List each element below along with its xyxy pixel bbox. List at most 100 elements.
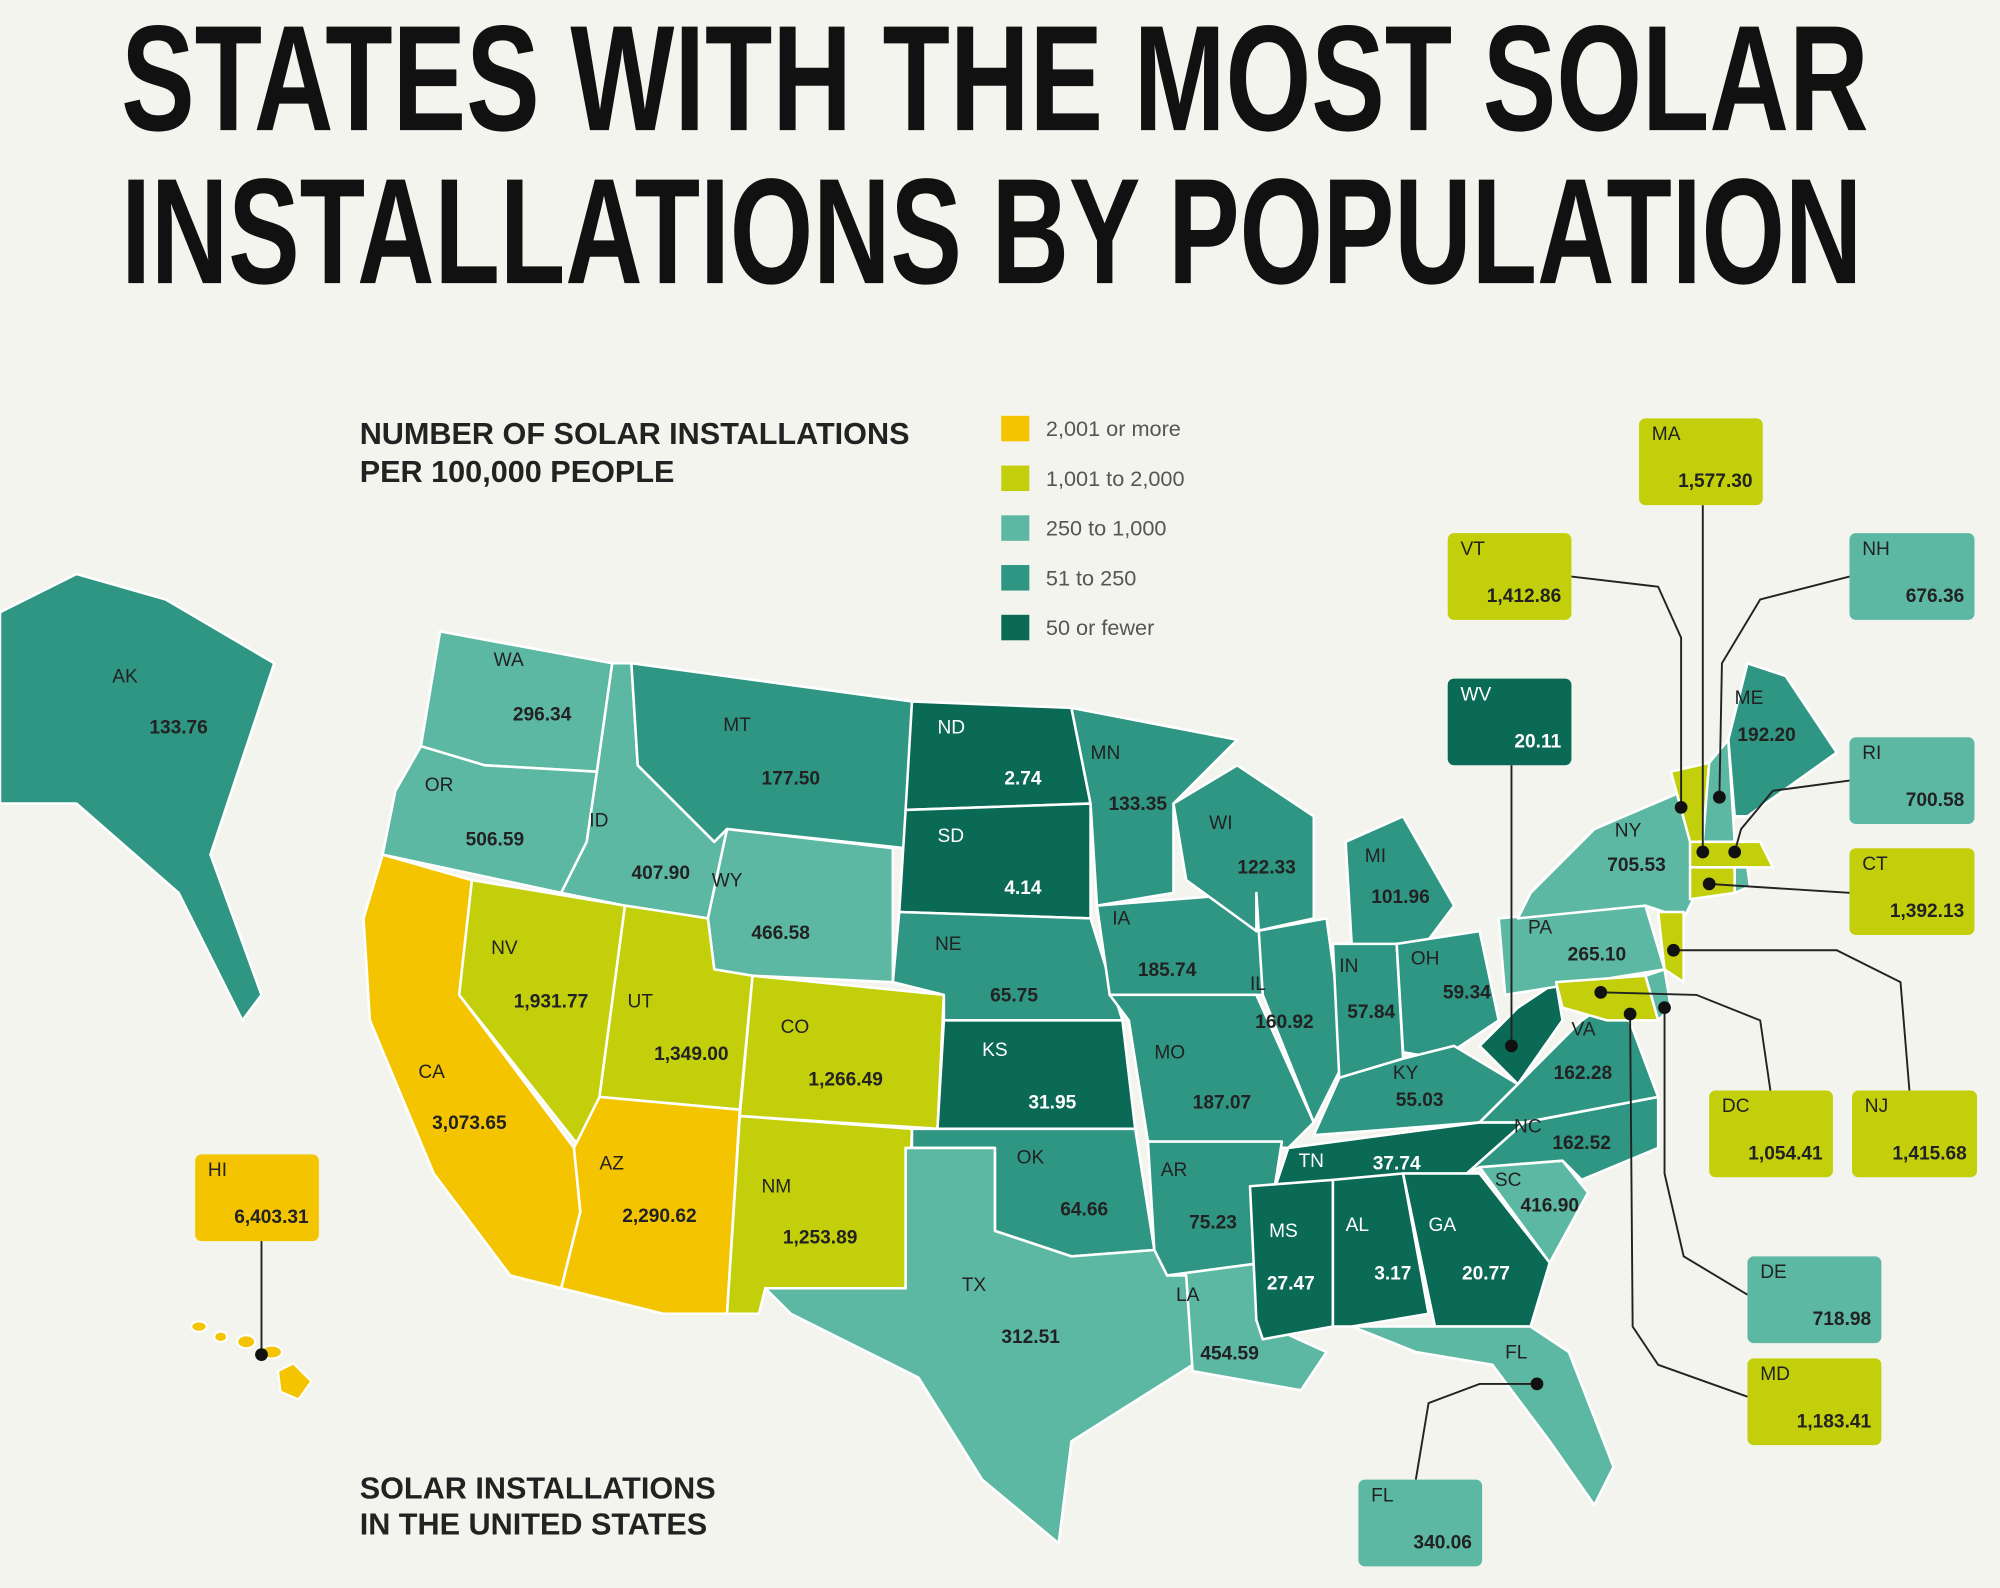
state-value: 466.58	[751, 923, 810, 944]
state-abbr: MN	[1091, 743, 1121, 764]
callout-abbr: CT	[1862, 854, 1888, 875]
state-value: 2.74	[1004, 768, 1042, 789]
state	[0, 572, 276, 1022]
state-abbr: ND	[938, 717, 966, 738]
state-value: 162.28	[1554, 1063, 1613, 1084]
state-value: 1,349.00	[654, 1044, 728, 1065]
state	[1727, 661, 1839, 818]
state-abbr: IN	[1339, 956, 1358, 977]
state-abbr: GA	[1429, 1215, 1457, 1236]
leader-line	[1709, 882, 1850, 894]
legend-swatch	[1001, 565, 1030, 591]
legend-label: 2,001 or more	[1046, 416, 1181, 441]
leader-dot	[1728, 845, 1742, 859]
state-value: 312.51	[1001, 1327, 1060, 1348]
state-value: 133.35	[1109, 794, 1168, 815]
state-value: 57.84	[1347, 1002, 1395, 1023]
title-line: INSTALLATIONS BY POPULATION	[121, 147, 1862, 315]
callout-value: 6,403.31	[234, 1207, 309, 1228]
callout-abbr: NJ	[1865, 1096, 1888, 1117]
callout-abbr: DE	[1760, 1262, 1787, 1283]
leader-line	[1663, 1007, 1748, 1296]
state	[1395, 929, 1500, 1060]
state-value: 20.77	[1462, 1263, 1510, 1284]
state	[897, 802, 1092, 920]
state	[1331, 1172, 1430, 1328]
state-abbr: IA	[1112, 909, 1130, 930]
state-abbr: WA	[494, 650, 524, 671]
state	[190, 1320, 313, 1401]
state-value: 133.76	[149, 717, 208, 738]
callout-box	[1852, 1090, 1978, 1178]
state	[764, 1146, 1194, 1545]
callout-abbr: NH	[1862, 539, 1890, 560]
leader-dot	[1674, 801, 1688, 814]
state-value: 705.53	[1607, 855, 1666, 876]
legend-label: 250 to 1,000	[1046, 516, 1167, 541]
state-value: 187.07	[1193, 1092, 1252, 1113]
state	[1255, 891, 1347, 1124]
state-abbr: OH	[1411, 948, 1440, 969]
state-value: 3.17	[1374, 1263, 1411, 1284]
state	[1070, 706, 1239, 907]
caption: SOLAR INSTALLATIONS	[360, 1472, 716, 1506]
state-value: 59.34	[1443, 983, 1491, 1004]
state-value: 506.59	[466, 830, 525, 851]
callout-box	[1747, 1256, 1882, 1344]
callout-abbr: MD	[1760, 1364, 1790, 1385]
legend-swatch	[1001, 415, 1030, 442]
state-value: 31.95	[1028, 1092, 1076, 1113]
state-value: 2,290.62	[622, 1206, 696, 1227]
leader-dot	[1623, 1007, 1637, 1021]
legend-swatch	[1001, 465, 1030, 492]
callout-abbr: DC	[1722, 1096, 1750, 1117]
state-abbr: WI	[1209, 813, 1232, 834]
state-value: 162.52	[1552, 1133, 1611, 1154]
legend-swatch	[1001, 515, 1030, 541]
state-value: 416.90	[1520, 1196, 1579, 1217]
state-abbr: NM	[761, 1177, 791, 1198]
state	[725, 1114, 914, 1316]
state-abbr: WY	[712, 870, 743, 891]
state-abbr: KY	[1393, 1063, 1419, 1084]
state-abbr: IL	[1250, 974, 1266, 995]
state	[1350, 1325, 1615, 1507]
callout-abbr: MA	[1652, 424, 1681, 445]
callout-value: 718.98	[1813, 1309, 1872, 1330]
callout-value: 676.36	[1906, 586, 1965, 607]
callout-box	[1639, 418, 1763, 506]
callout-box	[1849, 533, 1975, 620]
state-abbr: UT	[628, 992, 654, 1013]
leader-line	[1571, 575, 1683, 808]
state-value: 160.92	[1255, 1012, 1314, 1033]
state	[738, 974, 946, 1131]
callout-box	[1447, 533, 1572, 620]
legend-label: 1,001 to 2,000	[1046, 466, 1185, 491]
state-value: 75.23	[1189, 1212, 1237, 1233]
state-abbr: MT	[723, 715, 751, 736]
callout-abbr: FL	[1371, 1485, 1393, 1506]
state-abbr: SC	[1495, 1170, 1522, 1191]
state-value: 185.74	[1138, 960, 1197, 981]
title-line: STATES WITH THE MOST SOLAR	[121, 0, 1868, 162]
state-value: 296.34	[513, 705, 572, 726]
leader-dot	[1594, 985, 1608, 999]
state-value: 65.75	[990, 985, 1038, 1006]
state	[706, 827, 895, 984]
state-abbr: ME	[1735, 688, 1764, 709]
state-value: 101.96	[1371, 887, 1430, 908]
callout-abbr: WV	[1460, 684, 1491, 705]
callout-box	[1849, 848, 1975, 935]
legend-label: 51 to 250	[1046, 565, 1136, 590]
state	[904, 700, 1092, 812]
state-abbr: AL	[1346, 1215, 1369, 1236]
state-abbr: CO	[781, 1017, 810, 1038]
state-abbr: NY	[1615, 821, 1642, 842]
state-value: 37.74	[1373, 1154, 1421, 1175]
callout-box	[1447, 678, 1572, 766]
caption: IN THE UNITED STATES	[360, 1507, 707, 1541]
state-abbr: MO	[1154, 1043, 1185, 1064]
leader-dot	[1658, 1001, 1671, 1015]
state-value: 64.66	[1060, 1200, 1108, 1221]
